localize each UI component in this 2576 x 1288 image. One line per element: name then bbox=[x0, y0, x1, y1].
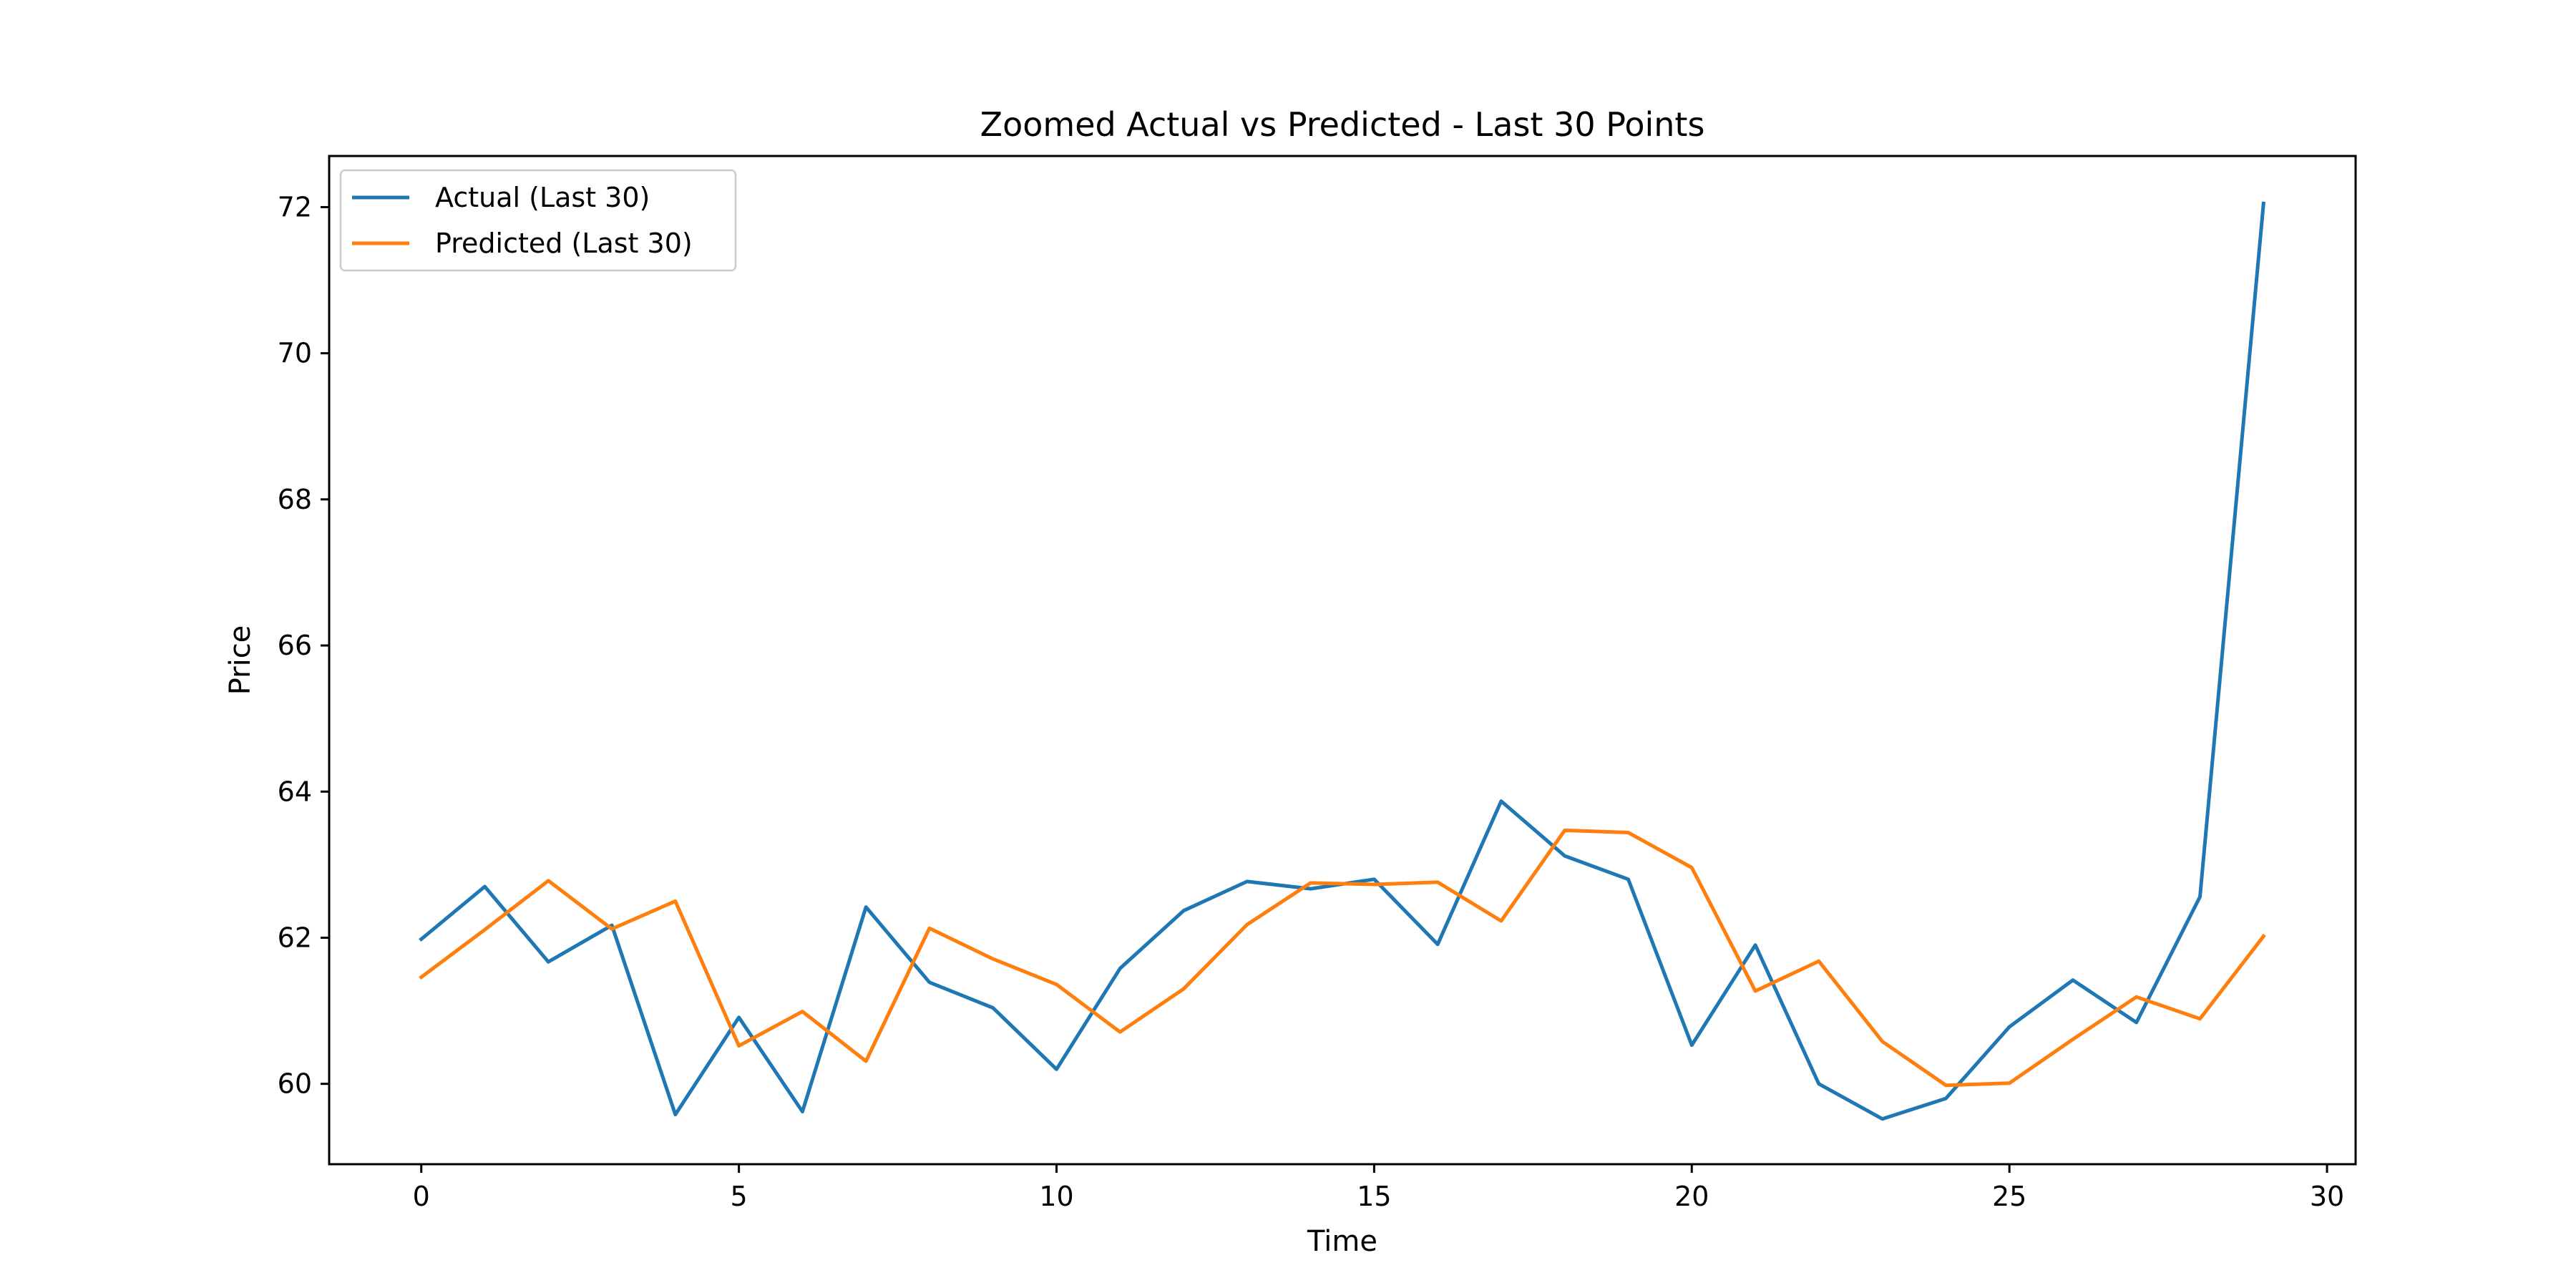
y-axis: 60 62 64 66 68 70 72 bbox=[278, 191, 329, 1100]
x-tick-label: 5 bbox=[731, 1181, 748, 1212]
x-tick-label: 10 bbox=[1039, 1181, 1073, 1212]
x-tick-label: 25 bbox=[1992, 1181, 2026, 1212]
y-tick-label: 72 bbox=[278, 191, 312, 223]
series-line-actual bbox=[419, 201, 2266, 1121]
y-tick-label: 62 bbox=[278, 922, 312, 953]
legend: Actual (Last 30) Predicted (Last 30) bbox=[339, 169, 737, 272]
y-tick-label: 70 bbox=[278, 338, 312, 369]
y-tick-label: 60 bbox=[278, 1068, 312, 1100]
chart-title: Zoomed Actual vs Predicted - Last 30 Poi… bbox=[980, 105, 1705, 144]
series-line-predicted bbox=[419, 828, 2266, 1088]
legend-box bbox=[339, 169, 737, 272]
y-tick-label: 68 bbox=[278, 484, 312, 515]
legend-label: Predicted (Last 30) bbox=[435, 228, 693, 259]
legend-label: Actual (Last 30) bbox=[435, 182, 650, 213]
y-tick-label: 66 bbox=[278, 630, 312, 661]
y-axis-label: Price bbox=[224, 625, 257, 696]
x-axis: 0 5 10 15 20 25 30 bbox=[413, 1164, 2344, 1212]
x-axis-label: Time bbox=[1307, 1225, 1377, 1258]
x-tick-label: 20 bbox=[1674, 1181, 1709, 1212]
series-lines bbox=[419, 201, 2266, 1121]
x-tick-label: 30 bbox=[2310, 1181, 2344, 1212]
plot-area bbox=[328, 155, 2357, 1166]
y-tick-label: 64 bbox=[278, 776, 312, 807]
x-tick-label: 15 bbox=[1357, 1181, 1391, 1212]
x-tick-label: 0 bbox=[413, 1181, 430, 1212]
